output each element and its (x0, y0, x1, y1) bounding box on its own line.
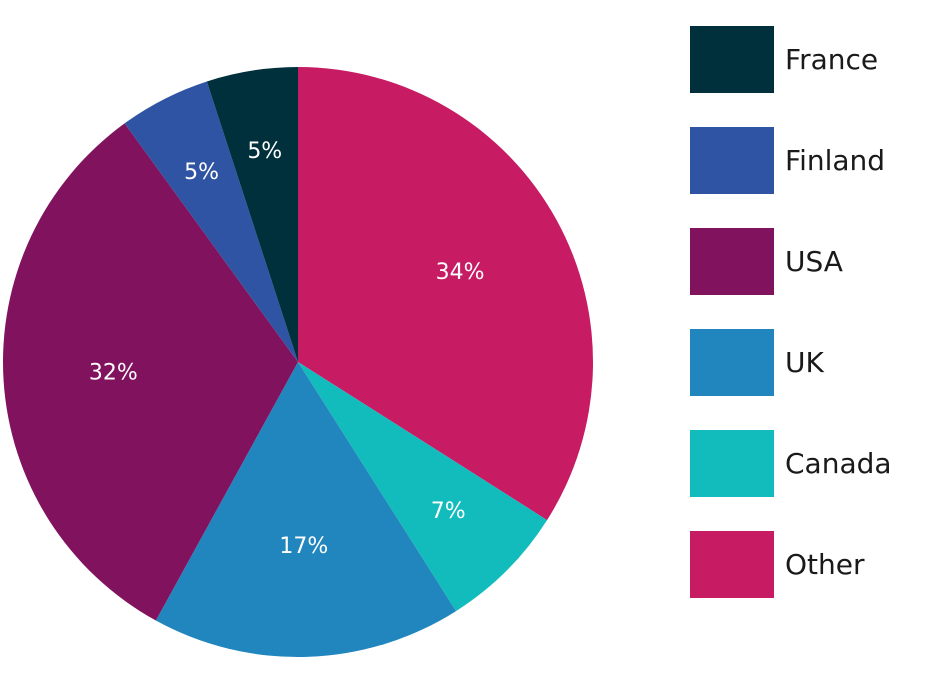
legend-swatch (690, 228, 774, 295)
legend-label: Canada (785, 447, 892, 480)
pie-chart: 34% 7% 17% 32% 5% 5% (2, 67, 594, 657)
legend-swatch (690, 26, 774, 93)
legend-swatch (690, 430, 774, 497)
pie-slice-uk (155, 362, 457, 657)
pie-slice-finland (124, 81, 298, 362)
legend: France Finland USA UK Canada Other (690, 26, 920, 632)
legend-label: Other (785, 548, 865, 581)
legend-item-canada: Canada (690, 430, 920, 531)
legend-item-other: Other (690, 531, 920, 632)
legend-item-uk: UK (690, 329, 920, 430)
legend-item-france: France (690, 26, 920, 127)
slice-label-finland: 5% (184, 160, 219, 185)
pie-slices (2, 67, 594, 657)
legend-item-finland: Finland (690, 127, 920, 228)
legend-swatch (690, 127, 774, 194)
pie-slice-other (298, 67, 594, 521)
legend-swatch (690, 531, 774, 598)
legend-label: UK (785, 346, 824, 379)
pie-slice-france (206, 67, 298, 362)
legend-label: France (785, 43, 879, 76)
legend-item-usa: USA (690, 228, 920, 329)
legend-label: USA (785, 245, 843, 278)
pie-slice-labels: 34% 7% 17% 32% 5% 5% (89, 139, 485, 559)
legend-label: Finland (785, 144, 886, 177)
pie-slice-usa (2, 123, 299, 621)
slice-label-other: 34% (436, 260, 485, 285)
slice-label-canada: 7% (431, 499, 466, 524)
slice-label-usa: 32% (89, 361, 138, 386)
slice-label-france: 5% (247, 139, 282, 164)
slice-label-uk: 17% (279, 534, 328, 559)
pie-slice-canada (298, 362, 548, 612)
legend-swatch (690, 329, 774, 396)
